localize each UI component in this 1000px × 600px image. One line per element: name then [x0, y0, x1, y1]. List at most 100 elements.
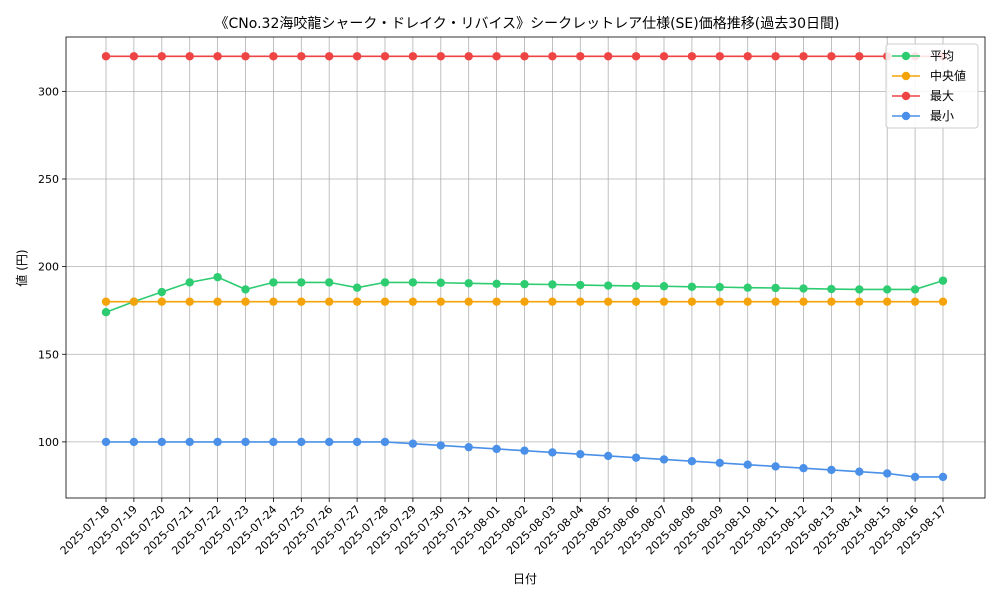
legend-label: 中央値	[930, 68, 966, 83]
data-point-1	[771, 297, 780, 306]
data-point-1	[129, 297, 139, 306]
data-point-3	[101, 437, 111, 447]
data-point-0	[325, 278, 334, 287]
data-point-3	[185, 437, 194, 447]
data-point-2	[185, 52, 194, 61]
data-point-3	[631, 453, 641, 462]
data-point-2	[855, 52, 864, 61]
y-tick-label: 250	[38, 173, 59, 186]
data-point-2	[743, 52, 752, 61]
data-point-3	[297, 437, 306, 447]
data-point-1	[380, 297, 390, 306]
data-point-0	[464, 279, 473, 288]
data-point-0	[743, 283, 752, 292]
data-point-3	[883, 469, 892, 478]
data-point-0	[687, 282, 697, 291]
data-point-0	[910, 285, 920, 294]
data-point-0	[269, 278, 278, 287]
grid-lines	[66, 37, 985, 498]
data-point-3	[715, 458, 724, 468]
data-point-0	[799, 284, 808, 293]
data-point-2	[436, 52, 445, 61]
data-point-0	[408, 278, 418, 287]
legend-marker	[901, 71, 911, 81]
data-point-2	[827, 52, 836, 61]
data-point-0	[938, 276, 948, 285]
data-point-1	[492, 297, 501, 306]
data-point-2	[157, 52, 166, 61]
data-point-2	[492, 52, 501, 61]
data-point-0	[241, 285, 250, 294]
data-point-1	[883, 297, 892, 306]
data-point-2	[548, 52, 557, 61]
data-point-3	[408, 439, 418, 448]
data-point-0	[631, 281, 641, 291]
data-point-3	[436, 441, 445, 450]
y-tick-label: 100	[38, 436, 59, 449]
data-point-2	[408, 52, 418, 61]
data-point-2	[659, 52, 669, 61]
data-point-3	[241, 437, 250, 447]
x-axis-ticks: 2025-07-182025-07-192025-07-202025-07-21…	[58, 498, 949, 557]
data-point-0	[548, 280, 557, 289]
data-point-3	[687, 456, 697, 466]
data-point-2	[631, 52, 641, 61]
data-point-2	[771, 52, 780, 61]
data-point-2	[101, 52, 111, 61]
data-point-1	[269, 297, 278, 306]
data-point-0	[771, 283, 780, 293]
legend-marker	[901, 91, 911, 101]
data-point-0	[827, 284, 836, 294]
data-point-1	[631, 297, 641, 306]
data-point-3	[659, 455, 669, 464]
data-point-2	[715, 52, 724, 61]
data-point-1	[464, 297, 473, 306]
data-point-2	[352, 52, 362, 61]
data-point-3	[325, 437, 334, 447]
legend-box	[885, 43, 979, 129]
data-point-3	[352, 437, 362, 447]
data-point-3	[464, 442, 473, 452]
data-point-3	[938, 472, 948, 482]
data-point-3	[743, 460, 752, 469]
data-point-3	[492, 444, 501, 454]
data-point-3	[380, 437, 390, 447]
chart-title: 《CNo.32海咬龍シャーク・ドレイク・リバイス》シークレットレア仕様(SE)価…	[215, 15, 840, 32]
data-point-0	[436, 278, 445, 287]
data-point-3	[576, 449, 585, 459]
data-point-1	[687, 297, 697, 306]
data-point-1	[408, 297, 418, 306]
data-point-1	[520, 297, 529, 306]
data-point-2	[520, 52, 529, 61]
data-point-3	[520, 446, 529, 455]
data-point-3	[548, 448, 557, 457]
data-point-2	[325, 52, 334, 61]
data-point-1	[436, 297, 445, 306]
data-point-1	[659, 297, 669, 306]
data-point-2	[604, 52, 613, 61]
y-tick-label: 150	[38, 348, 59, 361]
data-point-0	[604, 281, 613, 290]
data-point-2	[799, 52, 808, 61]
legend-marker	[901, 51, 911, 61]
data-point-0	[855, 285, 864, 294]
data-point-1	[827, 297, 836, 306]
data-point-2	[269, 52, 278, 61]
data-point-1	[715, 297, 724, 306]
data-point-0	[576, 280, 585, 290]
legend-label: 平均	[930, 49, 954, 63]
data-point-0	[297, 278, 306, 287]
data-point-0	[520, 279, 529, 289]
data-point-3	[157, 437, 166, 447]
data-point-0	[213, 272, 222, 282]
data-point-1	[185, 297, 194, 306]
data-point-0	[715, 282, 724, 292]
data-point-1	[352, 297, 362, 306]
x-axis-label: 日付	[513, 572, 537, 586]
data-point-1	[213, 297, 222, 306]
data-point-3	[213, 437, 222, 447]
data-point-1	[576, 297, 585, 306]
data-point-1	[157, 297, 166, 306]
